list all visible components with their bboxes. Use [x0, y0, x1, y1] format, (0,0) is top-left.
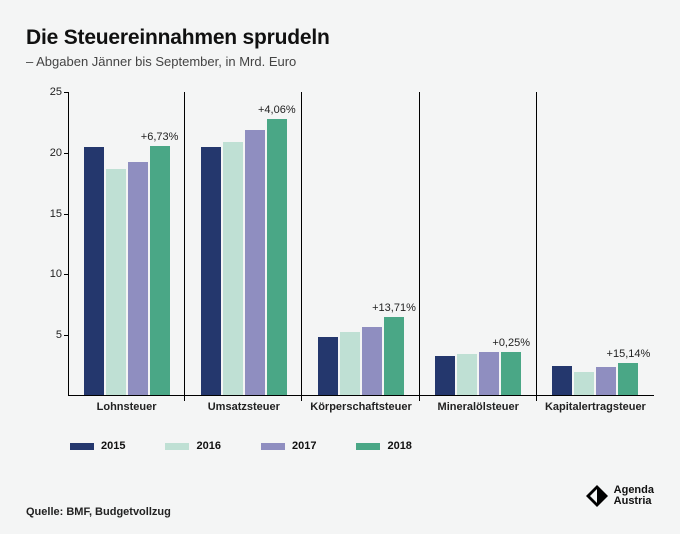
- pct-annotation: +6,73%: [141, 131, 179, 143]
- legend-item: 2017: [261, 440, 316, 452]
- bar: [340, 332, 360, 395]
- bar: [596, 367, 616, 395]
- bar-group: Umsatzsteuer+4,06%: [185, 92, 302, 395]
- pct-annotation: +15,14%: [607, 348, 651, 360]
- y-tick-mark: [64, 274, 68, 275]
- bar: [479, 352, 499, 395]
- legend-swatch: [165, 443, 189, 450]
- bar-group: Mineralölsteuer+0,25%: [420, 92, 537, 395]
- bar: [150, 146, 170, 395]
- plot-area: Lohnsteuer+6,73%Umsatzsteuer+4,06%Körper…: [68, 92, 654, 396]
- bar-group: Lohnsteuer+6,73%: [68, 92, 185, 395]
- logo-text: Agenda Austria: [614, 485, 654, 508]
- legend-swatch: [356, 443, 380, 450]
- y-tick-label: 5: [38, 329, 62, 341]
- chart-container: Die Steuereinnahmen sprudeln – Abgaben J…: [0, 0, 680, 534]
- source-text: Quelle: BMF, Budgetvollzug: [26, 506, 171, 518]
- bar-group: Kapitalertragsteuer+15,14%: [537, 92, 654, 395]
- chart-subtitle: – Abgaben Jänner bis September, in Mrd. …: [26, 54, 654, 69]
- pct-annotation: +13,71%: [372, 302, 416, 314]
- legend-swatch: [70, 443, 94, 450]
- category-label: Mineralölsteuer: [420, 401, 537, 413]
- y-tick-mark: [64, 335, 68, 336]
- legend-item: 2015: [70, 440, 125, 452]
- bar: [128, 162, 148, 395]
- category-label: Körperschaftsteuer: [302, 401, 419, 413]
- bar-groups: Lohnsteuer+6,73%Umsatzsteuer+4,06%Körper…: [68, 92, 654, 395]
- y-tick-mark: [64, 214, 68, 215]
- y-tick-mark: [64, 153, 68, 154]
- legend-label: 2016: [196, 440, 220, 452]
- legend-label: 2015: [101, 440, 125, 452]
- pct-annotation: +0,25%: [492, 337, 530, 349]
- legend-swatch: [261, 443, 285, 450]
- bar: [267, 119, 287, 395]
- category-label: Umsatzsteuer: [185, 401, 302, 413]
- y-tick-mark: [64, 92, 68, 93]
- agenda-austria-logo: Agenda Austria: [586, 485, 654, 508]
- bar: [106, 169, 126, 395]
- bar: [318, 337, 338, 395]
- chart-area: Lohnsteuer+6,73%Umsatzsteuer+4,06%Körper…: [36, 92, 654, 422]
- bar: [384, 317, 404, 395]
- bar: [223, 142, 243, 395]
- legend: 2015 2016 2017 2018: [70, 440, 412, 452]
- bar: [201, 147, 221, 395]
- pct-annotation: +4,06%: [258, 104, 296, 116]
- y-tick-label: 15: [38, 208, 62, 220]
- legend-label: 2017: [292, 440, 316, 452]
- y-tick-label: 25: [38, 86, 62, 98]
- legend-item: 2016: [165, 440, 220, 452]
- legend-label: 2018: [387, 440, 411, 452]
- bar-group: Körperschaftsteuer+13,71%: [302, 92, 419, 395]
- bar: [501, 352, 521, 395]
- bar: [245, 130, 265, 395]
- category-label: Kapitalertragsteuer: [537, 401, 654, 413]
- category-label: Lohnsteuer: [68, 401, 185, 413]
- logo-icon: [586, 485, 608, 507]
- bar: [618, 363, 638, 395]
- legend-item: 2018: [356, 440, 411, 452]
- bar: [362, 327, 382, 395]
- bar: [574, 372, 594, 395]
- chart-title: Die Steuereinnahmen sprudeln: [26, 26, 654, 50]
- bar: [552, 366, 572, 395]
- y-tick-label: 10: [38, 268, 62, 280]
- bar: [457, 354, 477, 395]
- bar: [84, 147, 104, 395]
- y-tick-label: 20: [38, 147, 62, 159]
- bar: [435, 356, 455, 395]
- logo-line-2: Austria: [614, 496, 654, 508]
